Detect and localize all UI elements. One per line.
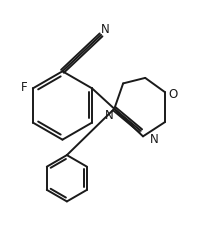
Text: N: N <box>150 133 158 146</box>
Text: N: N <box>101 23 110 36</box>
Text: N: N <box>104 109 113 122</box>
Text: F: F <box>21 81 27 94</box>
Text: O: O <box>168 88 177 101</box>
